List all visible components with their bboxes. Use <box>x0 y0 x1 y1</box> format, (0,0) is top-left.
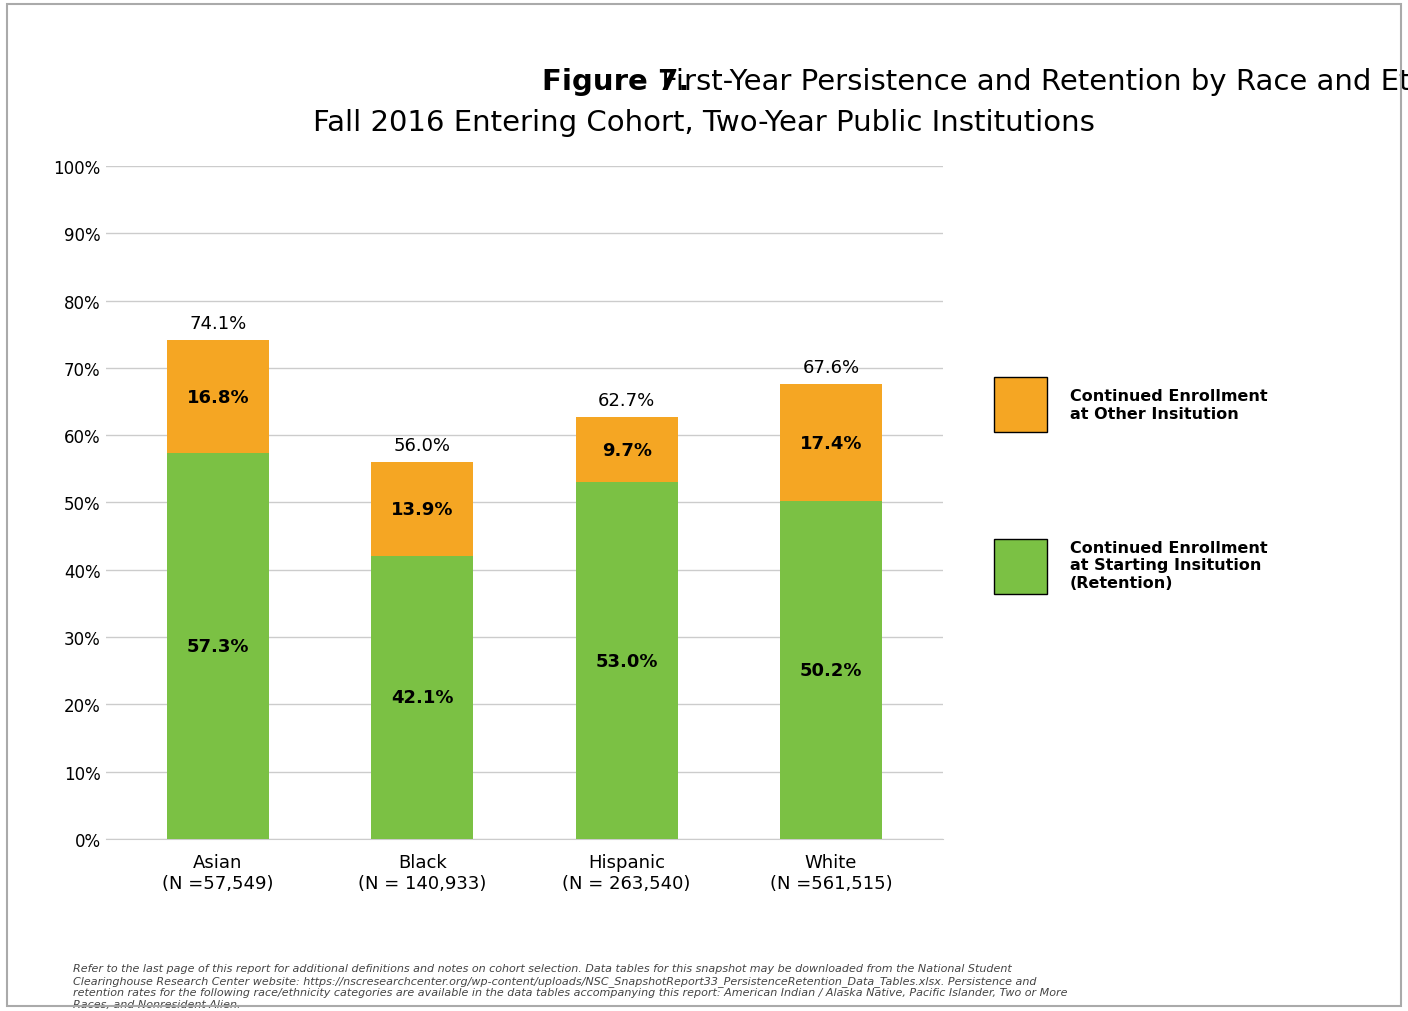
Text: Continued Enrollment
at Starting Insitution
(Retention): Continued Enrollment at Starting Insitut… <box>1070 541 1267 590</box>
Bar <box>168 454 269 839</box>
Bar <box>780 384 881 501</box>
Text: 56.0%: 56.0% <box>394 437 451 455</box>
Text: With data current through fall 2017: With data current through fall 2017 <box>23 19 260 31</box>
Bar <box>576 483 677 839</box>
Bar <box>780 501 881 839</box>
Text: 67.6%: 67.6% <box>803 359 859 376</box>
Text: 9.7%: 9.7% <box>601 441 652 459</box>
FancyBboxPatch shape <box>994 540 1048 594</box>
Text: 16.8%: 16.8% <box>187 388 249 406</box>
Text: 17.4%: 17.4% <box>800 434 862 452</box>
Text: First-Year Persistence and Retention by Race and Ethnicity: First-Year Persistence and Retention by … <box>652 68 1408 96</box>
Text: 42.1%: 42.1% <box>391 688 453 707</box>
Bar <box>372 556 473 839</box>
Text: Refer to the last page of this report for additional definitions and notes on co: Refer to the last page of this report fo… <box>73 963 1067 1009</box>
Bar <box>576 418 677 483</box>
Text: Continued Enrollment
at Other Insitution: Continued Enrollment at Other Insitution <box>1070 389 1267 422</box>
Text: 50.2%: 50.2% <box>800 661 862 679</box>
Text: Fall 2016 Entering Cohort, Two-Year Public Institutions: Fall 2016 Entering Cohort, Two-Year Publ… <box>313 108 1095 136</box>
Text: 53.0%: 53.0% <box>596 652 658 670</box>
Text: 74.1%: 74.1% <box>189 314 246 333</box>
Bar <box>372 463 473 556</box>
Text: 13.9%: 13.9% <box>391 500 453 519</box>
FancyBboxPatch shape <box>994 378 1048 433</box>
Text: 62.7%: 62.7% <box>598 391 655 409</box>
Text: Figure 7.: Figure 7. <box>542 68 690 96</box>
Text: 57.3%: 57.3% <box>187 638 249 655</box>
Bar <box>168 341 269 454</box>
